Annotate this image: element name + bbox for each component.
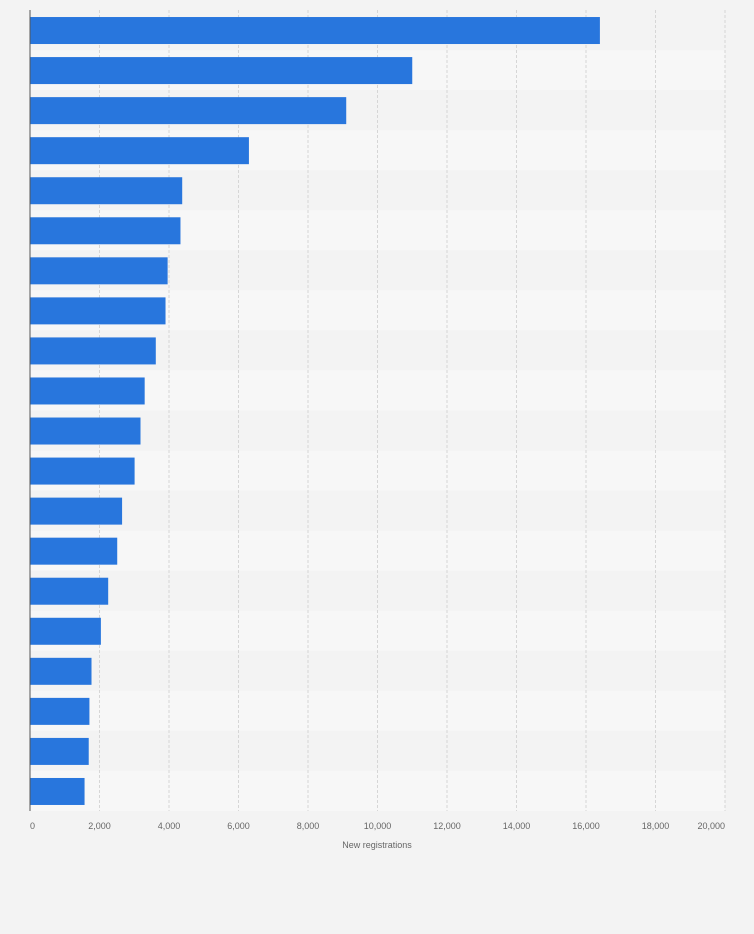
gridlines xyxy=(99,10,726,811)
bar xyxy=(30,17,600,45)
x-tick-label: 2,000 xyxy=(88,821,111,831)
bar xyxy=(30,777,85,805)
x-tick-label: 14,000 xyxy=(503,821,531,831)
x-tick-label: 0 xyxy=(30,821,35,831)
bar xyxy=(30,337,156,365)
bar xyxy=(30,257,168,285)
bar xyxy=(30,577,109,605)
bar xyxy=(30,737,89,765)
bar xyxy=(30,137,249,165)
bar xyxy=(30,297,166,325)
x-tick-label: 10,000 xyxy=(364,821,392,831)
x-axis-label: New registrations xyxy=(342,840,412,850)
bar xyxy=(30,377,145,405)
bar xyxy=(30,57,413,85)
x-tick-label: 12,000 xyxy=(433,821,461,831)
x-tick-label: 8,000 xyxy=(297,821,320,831)
x-axis-ticks: 0 2,000 4,000 6,000 8,000 10,000 12,000 14,000 1… xyxy=(30,821,725,831)
x-tick-label: 18,000 xyxy=(642,821,670,831)
x-tick-label: 16,000 xyxy=(572,821,600,831)
bar xyxy=(30,537,118,565)
bar xyxy=(30,697,90,725)
x-tick-label: 4,000 xyxy=(158,821,181,831)
bar xyxy=(30,217,181,245)
bar xyxy=(30,417,141,445)
x-tick-label: 6,000 xyxy=(227,821,250,831)
bar xyxy=(30,457,135,485)
bar xyxy=(30,617,101,645)
x-tick-label: 20,000 xyxy=(697,821,725,831)
bar xyxy=(30,497,123,525)
bar xyxy=(30,657,92,685)
bar xyxy=(30,97,347,125)
bars xyxy=(30,17,600,805)
bar xyxy=(30,177,183,205)
